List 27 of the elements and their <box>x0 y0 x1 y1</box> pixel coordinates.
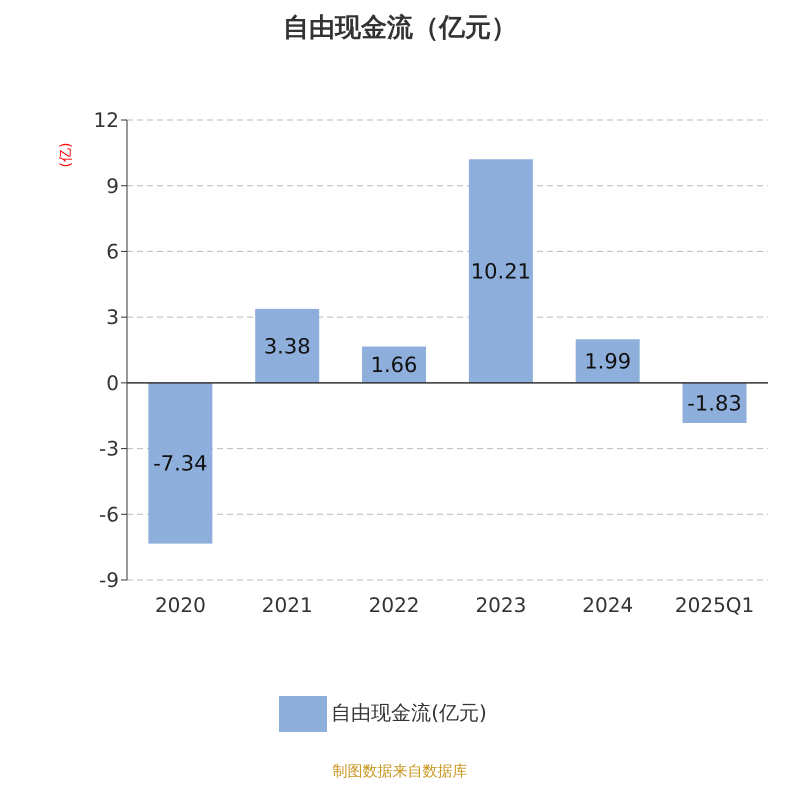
y-tick-label: 6 <box>106 240 119 264</box>
chart-title: 自由现金流（亿元） <box>282 12 518 45</box>
y-tick-label: -6 <box>99 502 119 526</box>
data-label: -7.34 <box>153 452 208 476</box>
data-label: 3.38 <box>264 334 311 358</box>
data-label: -1.83 <box>687 391 742 416</box>
legend-label: 自由现金流(亿元) <box>331 700 487 724</box>
x-tick-label: 2025Q1 <box>674 593 754 618</box>
y-tick-label: -9 <box>99 568 119 592</box>
data-label: 10.21 <box>470 259 531 284</box>
data-label: 1.66 <box>370 353 418 378</box>
text: 制图数据来自数据库 <box>332 762 468 781</box>
y-tick-label: 12 <box>94 108 119 132</box>
y-axis-title: (亿) <box>58 142 74 168</box>
x-tick-label: 2024 <box>582 593 634 618</box>
x-tick-label: 2023 <box>475 593 526 618</box>
x-tick-label: 2021 <box>262 593 313 618</box>
x-tick-label: 2022 <box>368 593 420 618</box>
y-tick-label: 0 <box>106 370 119 395</box>
data-label: 1.99 <box>584 350 632 374</box>
bar <box>255 308 320 383</box>
y-tick-label: 3 <box>106 305 119 330</box>
bar <box>148 382 212 544</box>
bar <box>468 159 533 383</box>
y-tick-label: 9 <box>106 174 119 198</box>
y-tick-label: -3 <box>99 436 119 461</box>
x-tick-label: 2020 <box>154 593 206 618</box>
